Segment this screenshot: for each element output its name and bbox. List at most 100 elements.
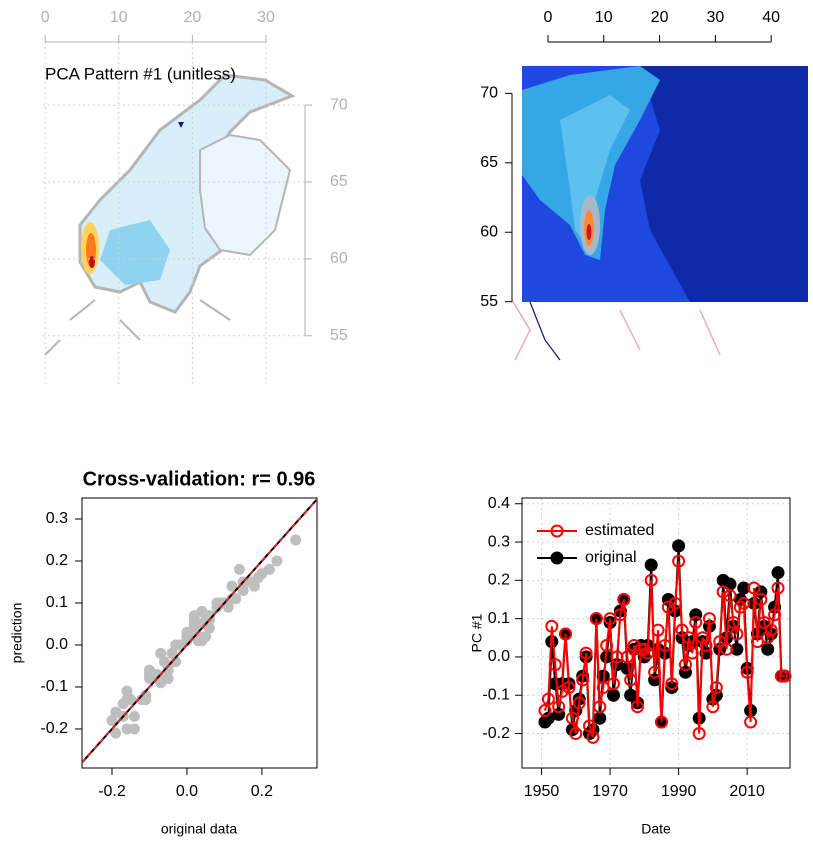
- x-tick-label: 0.2: [251, 783, 273, 800]
- series-point: [768, 608, 782, 622]
- y-tick-label: 0.1: [46, 594, 68, 611]
- series-point: [637, 642, 651, 656]
- series-point: [761, 642, 775, 656]
- y-tick-label: -0.1: [40, 678, 68, 695]
- series-point: [607, 688, 621, 702]
- series-point: [672, 539, 686, 553]
- series-point: [641, 646, 655, 660]
- legend-marker: [550, 524, 564, 538]
- series-point: [644, 558, 658, 572]
- x-tick-label: 1950: [524, 783, 560, 800]
- series-point: [716, 585, 730, 599]
- series-point: [617, 592, 631, 606]
- series-point: [559, 627, 573, 641]
- series-point: [630, 700, 644, 714]
- series-point: [607, 677, 621, 691]
- x-tick-label: 10: [110, 9, 128, 26]
- x-tick-label: 0: [544, 9, 553, 26]
- series-point: [699, 638, 713, 652]
- scatter-point: [226, 580, 238, 592]
- scatter-point: [245, 576, 257, 588]
- y-tick-label: 0.0: [46, 636, 68, 653]
- series-point: [593, 700, 607, 714]
- x-tick-label: 10: [595, 9, 613, 26]
- series-point: [569, 727, 583, 741]
- series-point: [600, 638, 614, 652]
- series-point: [778, 669, 792, 683]
- x-axis-label: Date: [641, 821, 671, 837]
- scatter-point: [203, 622, 215, 634]
- scatter-point: [263, 563, 275, 575]
- scatter-point: [128, 710, 140, 722]
- y-tick-label: 0.1: [488, 610, 510, 627]
- map-title: PCA Pattern #1 (unitless): [45, 64, 236, 83]
- x-tick-label: 0.0: [176, 783, 198, 800]
- scatter-point: [106, 715, 118, 727]
- series-point: [541, 692, 555, 706]
- y-tick-label: 55: [480, 293, 498, 310]
- series-point: [668, 596, 682, 610]
- series-point: [593, 711, 607, 725]
- series-point: [689, 615, 703, 629]
- x-tick-label: 20: [651, 9, 669, 26]
- series-point: [576, 673, 590, 687]
- x-tick-label: 0: [41, 9, 50, 26]
- series-point: [706, 700, 720, 714]
- scatter-point: [271, 555, 283, 567]
- series-point: [620, 650, 634, 664]
- series-point: [754, 592, 768, 606]
- y-tick-label: 0.0: [488, 648, 510, 665]
- y-tick-label: -0.2: [482, 725, 510, 742]
- scatter-point: [237, 584, 249, 596]
- y-tick-label: 0.2: [46, 552, 68, 569]
- y-tick-label: 70: [330, 96, 348, 113]
- series-point: [648, 665, 662, 679]
- series-point: [665, 677, 679, 691]
- series-point: [730, 627, 744, 641]
- series-point: [709, 681, 723, 695]
- series-point: [675, 623, 689, 637]
- series-point: [538, 704, 552, 718]
- scatter-point: [222, 601, 234, 613]
- series-point: [713, 635, 727, 649]
- series-point: [651, 623, 665, 637]
- series-point: [744, 715, 758, 729]
- y-axis-label: PC #1: [469, 613, 485, 652]
- legend-marker: [550, 551, 564, 565]
- scatter-point: [110, 727, 122, 739]
- y-tick-label: 0.3: [488, 533, 510, 550]
- scatter-point: [121, 685, 133, 697]
- identity-line-dash: [81, 498, 318, 764]
- scatter-point: [121, 723, 133, 735]
- scatter-point: [233, 563, 245, 575]
- scatter-point: [166, 647, 178, 659]
- series-point: [764, 623, 778, 637]
- series-point: [589, 612, 603, 626]
- scatter-point: [211, 601, 223, 613]
- legend-label: original: [585, 549, 637, 566]
- x-tick-label: -0.2: [98, 783, 126, 800]
- y-tick-label: -0.2: [40, 720, 68, 737]
- scatter-point: [162, 673, 174, 685]
- map-1-land: [44, 73, 296, 356]
- series-point: [579, 646, 593, 660]
- series-point: [682, 631, 696, 645]
- series-point: [761, 631, 775, 645]
- series-point: [720, 642, 734, 656]
- series-point: [723, 589, 737, 603]
- scatter-point: [230, 593, 242, 605]
- legend-label: estimated: [585, 522, 654, 539]
- series-point: [586, 730, 600, 744]
- series-point: [740, 665, 754, 679]
- series-point: [654, 715, 668, 729]
- series-point: [692, 727, 706, 741]
- y-tick-label: 65: [330, 173, 348, 190]
- series-point: [613, 608, 627, 622]
- series-point: [552, 700, 566, 714]
- y-tick-label: -0.1: [482, 686, 510, 703]
- series-point: [555, 684, 569, 698]
- x-tick-label: 1990: [661, 783, 697, 800]
- y-axis-label: prediction: [9, 603, 25, 664]
- series-line: [544, 561, 785, 738]
